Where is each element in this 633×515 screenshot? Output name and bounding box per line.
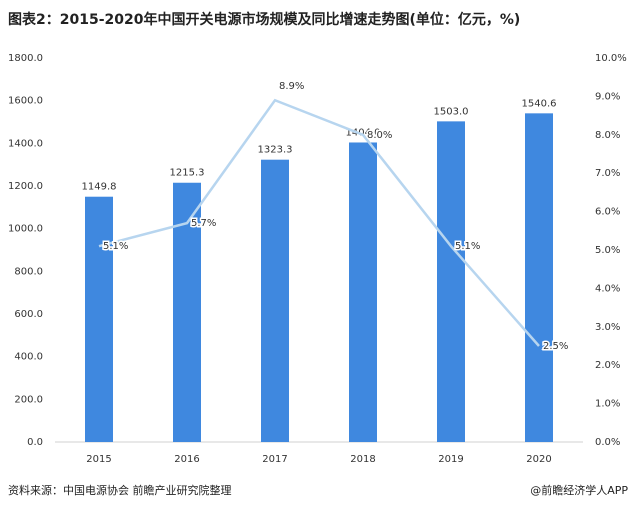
y2-tick-label: 6.0%	[595, 207, 620, 218]
x-tick-label: 2020	[526, 454, 551, 465]
x-tick-label: 2018	[350, 454, 375, 465]
line-value-label: 8.0%	[367, 130, 392, 141]
y2-tick-label: 7.0%	[595, 168, 620, 179]
y-tick-label: 1600.0	[8, 96, 43, 107]
bar-value-label: 1404.0	[346, 127, 381, 138]
y-tick-label: 800.0	[14, 266, 43, 277]
watermark: @前瞻经济学人APP	[530, 483, 628, 497]
bar	[525, 113, 553, 442]
bar-value-label: 1503.0	[434, 106, 469, 117]
y-tick-label: 200.0	[14, 394, 43, 405]
y-tick-label: 1200.0	[8, 181, 43, 192]
y-tick-label: 1800.0	[8, 53, 43, 64]
y2-tick-label: 9.0%	[595, 91, 620, 102]
x-tick-label: 2016	[174, 454, 199, 465]
y-tick-label: 1000.0	[8, 224, 43, 235]
y-tick-label: 600.0	[14, 309, 43, 320]
line-value-label: 5.1%	[455, 241, 480, 252]
bar-value-label: 1323.3	[258, 145, 293, 156]
bar	[437, 121, 465, 443]
x-tick-label: 2019	[438, 454, 463, 465]
bar-value-label: 1540.6	[522, 98, 557, 109]
line-value-label: 8.9%	[279, 81, 304, 92]
bar	[261, 159, 289, 443]
y2-tick-label: 8.0%	[595, 130, 620, 141]
y2-tick-label: 5.0%	[595, 245, 620, 256]
line-value-label: 5.7%	[191, 218, 216, 229]
growth-line	[98, 98, 540, 347]
bar	[349, 142, 377, 443]
line-value-label: 5.1%	[103, 241, 128, 252]
y2-tick-label: 2.0%	[595, 360, 620, 371]
line-value-label: 2.5%	[543, 341, 568, 352]
x-tick-label: 2015	[86, 454, 111, 465]
y-tick-label: 1400.0	[8, 138, 43, 149]
bar	[85, 196, 113, 442]
y2-tick-label: 1.0%	[595, 399, 620, 410]
y2-tick-label: 4.0%	[595, 283, 620, 294]
source-note: 资料来源：中国电源协会 前瞻产业研究院整理	[8, 483, 232, 497]
y2-tick-label: 3.0%	[595, 322, 620, 333]
x-tick-label: 2017	[262, 454, 287, 465]
y-tick-label: 400.0	[14, 352, 43, 363]
y2-tick-label: 10.0%	[595, 53, 627, 64]
bar-value-label: 1215.3	[170, 168, 205, 179]
chart-title: 图表2：2015-2020年中国开关电源市场规模及同比增速走势图(单位：亿元，%…	[8, 11, 520, 28]
y2-tick-label: 0.0%	[595, 437, 620, 448]
bar-value-label: 1149.8	[82, 182, 117, 193]
y-tick-label: 0.0	[27, 437, 43, 448]
